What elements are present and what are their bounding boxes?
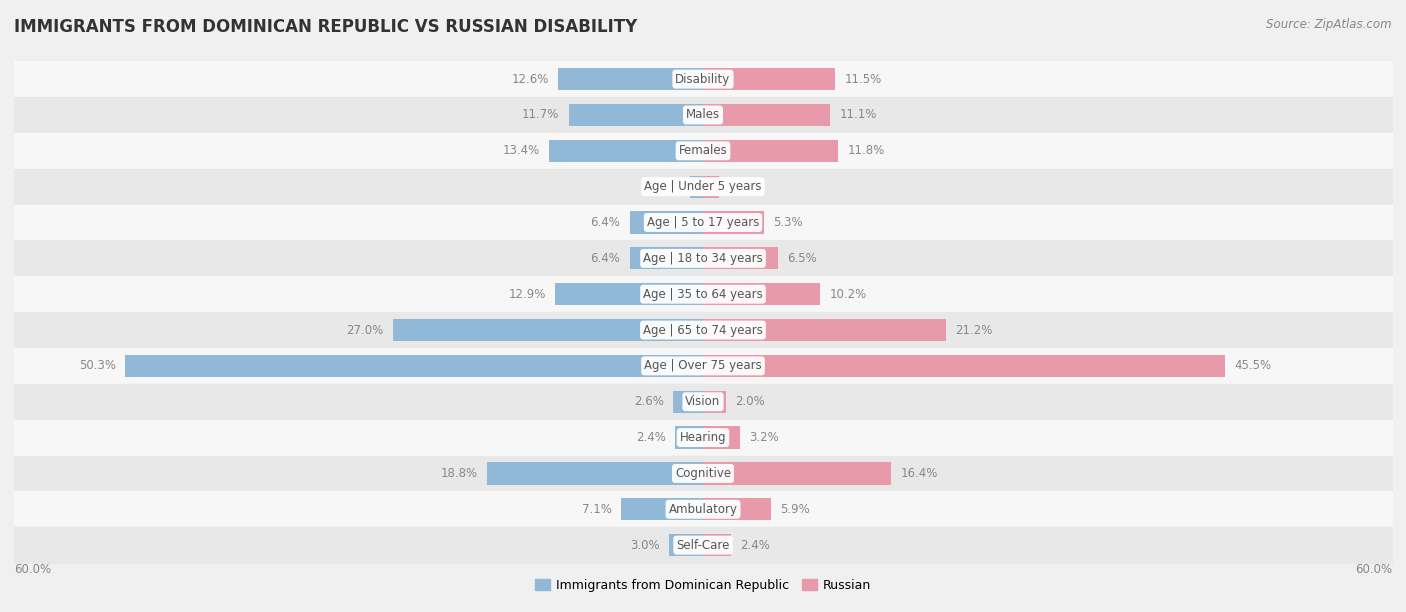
- Bar: [690, 176, 703, 198]
- Text: Vision: Vision: [685, 395, 721, 408]
- Bar: [703, 68, 835, 90]
- Bar: [703, 498, 770, 520]
- Text: Self-Care: Self-Care: [676, 539, 730, 551]
- Bar: [558, 68, 703, 90]
- Bar: [703, 427, 740, 449]
- Bar: [703, 390, 725, 413]
- Text: 6.4%: 6.4%: [591, 216, 620, 229]
- Bar: [703, 247, 778, 269]
- Bar: [392, 319, 703, 341]
- Text: Source: ZipAtlas.com: Source: ZipAtlas.com: [1267, 18, 1392, 31]
- Text: 5.3%: 5.3%: [773, 216, 803, 229]
- Text: Disability: Disability: [675, 73, 731, 86]
- Text: 12.6%: 12.6%: [512, 73, 550, 86]
- Text: Age | Under 5 years: Age | Under 5 years: [644, 180, 762, 193]
- Text: 2.0%: 2.0%: [735, 395, 765, 408]
- Bar: [703, 140, 838, 162]
- Bar: [703, 211, 763, 234]
- Text: 50.3%: 50.3%: [79, 359, 117, 372]
- Text: 11.5%: 11.5%: [844, 73, 882, 86]
- Text: Females: Females: [679, 144, 727, 157]
- Text: 11.7%: 11.7%: [522, 108, 560, 121]
- Text: 1.1%: 1.1%: [651, 180, 681, 193]
- Bar: [630, 247, 703, 269]
- Text: 27.0%: 27.0%: [346, 324, 384, 337]
- Legend: Immigrants from Dominican Republic, Russian: Immigrants from Dominican Republic, Russ…: [530, 574, 876, 597]
- Bar: [703, 462, 891, 485]
- Bar: [550, 140, 703, 162]
- Text: Hearing: Hearing: [679, 431, 727, 444]
- Bar: [673, 390, 703, 413]
- Text: 12.9%: 12.9%: [509, 288, 546, 300]
- Bar: [669, 534, 703, 556]
- Text: Age | Over 75 years: Age | Over 75 years: [644, 359, 762, 372]
- Bar: [675, 427, 703, 449]
- Bar: [621, 498, 703, 520]
- Text: 45.5%: 45.5%: [1234, 359, 1272, 372]
- Text: 11.1%: 11.1%: [839, 108, 877, 121]
- Text: 5.9%: 5.9%: [780, 503, 810, 516]
- Text: Ambulatory: Ambulatory: [668, 503, 738, 516]
- Text: Age | 18 to 34 years: Age | 18 to 34 years: [643, 252, 763, 265]
- Bar: [630, 211, 703, 234]
- Text: 1.4%: 1.4%: [728, 180, 758, 193]
- Text: Age | 5 to 17 years: Age | 5 to 17 years: [647, 216, 759, 229]
- Bar: [568, 104, 703, 126]
- Text: 6.4%: 6.4%: [591, 252, 620, 265]
- Text: 60.0%: 60.0%: [14, 563, 51, 576]
- Bar: [703, 534, 731, 556]
- Text: IMMIGRANTS FROM DOMINICAN REPUBLIC VS RUSSIAN DISABILITY: IMMIGRANTS FROM DOMINICAN REPUBLIC VS RU…: [14, 18, 637, 36]
- Text: Males: Males: [686, 108, 720, 121]
- Bar: [486, 462, 703, 485]
- Text: Cognitive: Cognitive: [675, 467, 731, 480]
- Text: Age | 65 to 74 years: Age | 65 to 74 years: [643, 324, 763, 337]
- Bar: [125, 355, 703, 377]
- Text: 2.4%: 2.4%: [637, 431, 666, 444]
- Text: 2.4%: 2.4%: [740, 539, 769, 551]
- Text: 18.8%: 18.8%: [441, 467, 478, 480]
- Text: Age | 35 to 64 years: Age | 35 to 64 years: [643, 288, 763, 300]
- Text: 11.8%: 11.8%: [848, 144, 884, 157]
- Text: 60.0%: 60.0%: [1355, 563, 1392, 576]
- Bar: [703, 104, 831, 126]
- Text: 13.4%: 13.4%: [503, 144, 540, 157]
- Text: 16.4%: 16.4%: [900, 467, 938, 480]
- Text: 3.0%: 3.0%: [630, 539, 659, 551]
- Text: 6.5%: 6.5%: [787, 252, 817, 265]
- Bar: [703, 176, 718, 198]
- Bar: [703, 319, 946, 341]
- Text: 10.2%: 10.2%: [830, 288, 866, 300]
- Text: 3.2%: 3.2%: [749, 431, 779, 444]
- Bar: [555, 283, 703, 305]
- Text: 21.2%: 21.2%: [956, 324, 993, 337]
- Bar: [703, 283, 820, 305]
- Text: 2.6%: 2.6%: [634, 395, 664, 408]
- Text: 7.1%: 7.1%: [582, 503, 612, 516]
- Bar: [703, 355, 1226, 377]
